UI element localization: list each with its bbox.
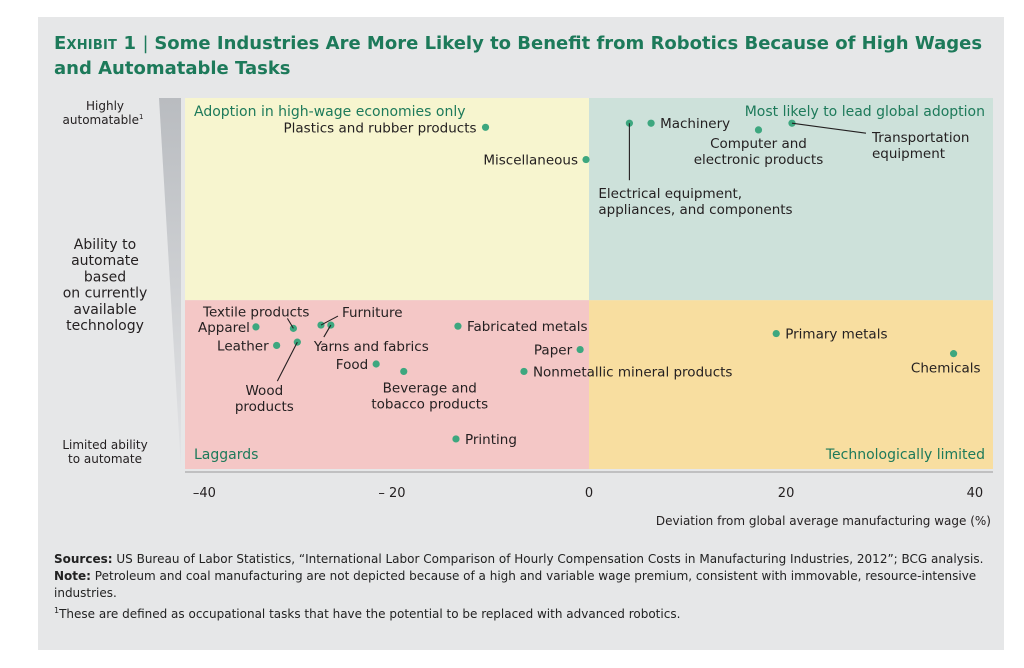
y-axis-bottom-label: Limited ability to automate — [62, 438, 147, 466]
point-label-machinery: Machinery — [660, 116, 730, 132]
scatter-chart: Adoption in high-wage economies only Most… — [62, 98, 993, 528]
sources-label: Sources: — [54, 552, 113, 566]
x-axis-title: Deviation from global average manufactur… — [656, 514, 991, 528]
point-nonmetallic-mineral-products — [520, 367, 528, 376]
notes-section: Sources: US Bureau of Labor Statistics, … — [54, 551, 984, 623]
y-axis-gradient-wedge — [159, 98, 181, 469]
point-label-chemicals: Chemicals — [911, 361, 981, 377]
point-chemicals — [949, 350, 958, 358]
exhibit-panel: Exhibit 1 | Some Industries Are More Lik… — [38, 17, 1004, 650]
general-note: Note: Petroleum and coal manufacturing a… — [54, 568, 984, 602]
point-label-miscellaneous: Miscellaneous — [483, 153, 578, 169]
exhibit-title: Some Industries Are More Likely to Benef… — [54, 33, 983, 79]
point-label-transportation-equipment: Transportation equipment — [871, 130, 969, 162]
point-plastics-and-rubber-products — [481, 123, 490, 131]
x-tick-label-20: – 20 — [378, 486, 405, 501]
quadrant-top-right — [589, 98, 993, 301]
point-miscellaneous — [582, 155, 590, 164]
leader-line-textile-products — [286, 318, 294, 329]
quadrant-label-bottom-right: Technologically limited — [825, 447, 985, 463]
point-label-yarns-and-fabrics: Yarns and fabrics — [313, 339, 429, 355]
leader-line-transportation-equipment — [791, 122, 867, 134]
note-text: Petroleum and coal manufacturing are not… — [54, 569, 977, 600]
point-apparel — [252, 323, 260, 331]
point-label-plastics-and-rubber-products: Plastics and rubber products — [284, 120, 477, 136]
footnote-marker: 1 — [54, 606, 60, 615]
point-label-printing: Printing — [465, 432, 517, 448]
point-label-fabricated-metals: Fabricated metals — [467, 319, 588, 335]
quadrant-bottom-right — [589, 300, 993, 469]
point-fabricated-metals — [454, 322, 462, 330]
quadrant-top-left — [185, 98, 589, 301]
quadrant-label-top-left: Adoption in high-wage economies only — [194, 104, 466, 120]
point-food — [372, 360, 380, 368]
exhibit-label: Exhibit 1 — [54, 33, 137, 54]
leader-line-yarns-and-fabrics — [323, 324, 332, 338]
point-label-primary-metals: Primary metals — [785, 327, 887, 343]
point-computer-and-electronic-products — [754, 126, 763, 134]
point-paper — [576, 345, 584, 354]
footnote: 1These are defined as occupational tasks… — [54, 602, 984, 623]
point-leather — [273, 341, 281, 350]
point-beverage-and-tobacco-products — [400, 367, 408, 376]
point-machinery — [647, 119, 655, 127]
point-label-apparel: Apparel — [198, 320, 250, 336]
point-label-wood-products: Wood products — [235, 383, 294, 415]
point-label-leather: Leather — [217, 338, 269, 354]
point-label-computer-and-electronic-products: Computer and electronic products — [694, 136, 824, 168]
point-label-beverage-and-tobacco-products: Beverage and tobacco products — [371, 380, 488, 412]
point-label-furniture: Furniture — [342, 305, 403, 321]
point-label-food: Food — [336, 357, 368, 373]
leader-line-wood-products — [276, 341, 298, 382]
point-label-nonmetallic-mineral-products: Nonmetallic mineral products — [533, 364, 733, 380]
point-printing — [452, 435, 460, 443]
x-tick-label-0: 0 — [585, 486, 593, 501]
sources-text: US Bureau of Labor Statistics, “Internat… — [116, 552, 984, 566]
quadrant-bottom-left — [185, 300, 589, 469]
note-label: Note: — [54, 569, 91, 583]
y-axis-title: Ability to automate based on currently avail… — [63, 237, 148, 334]
chart-title: Exhibit 1 | Some Industries Are More Lik… — [54, 31, 984, 81]
y-axis-top-label-line2: automatable1 — [63, 113, 144, 127]
quadrant-label-bottom-left: Laggards — [194, 447, 258, 463]
y-axis-top-label: Highly — [86, 99, 124, 113]
x-tick-label-40: 40 — [967, 486, 984, 501]
x-tick-label-20: 20 — [778, 486, 795, 501]
point-label-electrical-equipment: Electrical equipment, appliances, and com… — [598, 186, 792, 218]
quadrant-label-top-right: Most likely to lead global adoption — [745, 104, 985, 120]
sources-note: Sources: US Bureau of Labor Statistics, … — [54, 551, 984, 568]
title-separator: | — [142, 33, 155, 54]
x-tick-label-40: –40 — [193, 486, 216, 501]
point-label-textile-products: Textile products — [202, 304, 309, 320]
footnote-text: These are defined as occupational tasks … — [59, 607, 681, 621]
leader-line-furniture — [320, 315, 339, 326]
point-label-paper: Paper — [534, 343, 573, 359]
point-primary-metals — [772, 329, 780, 338]
